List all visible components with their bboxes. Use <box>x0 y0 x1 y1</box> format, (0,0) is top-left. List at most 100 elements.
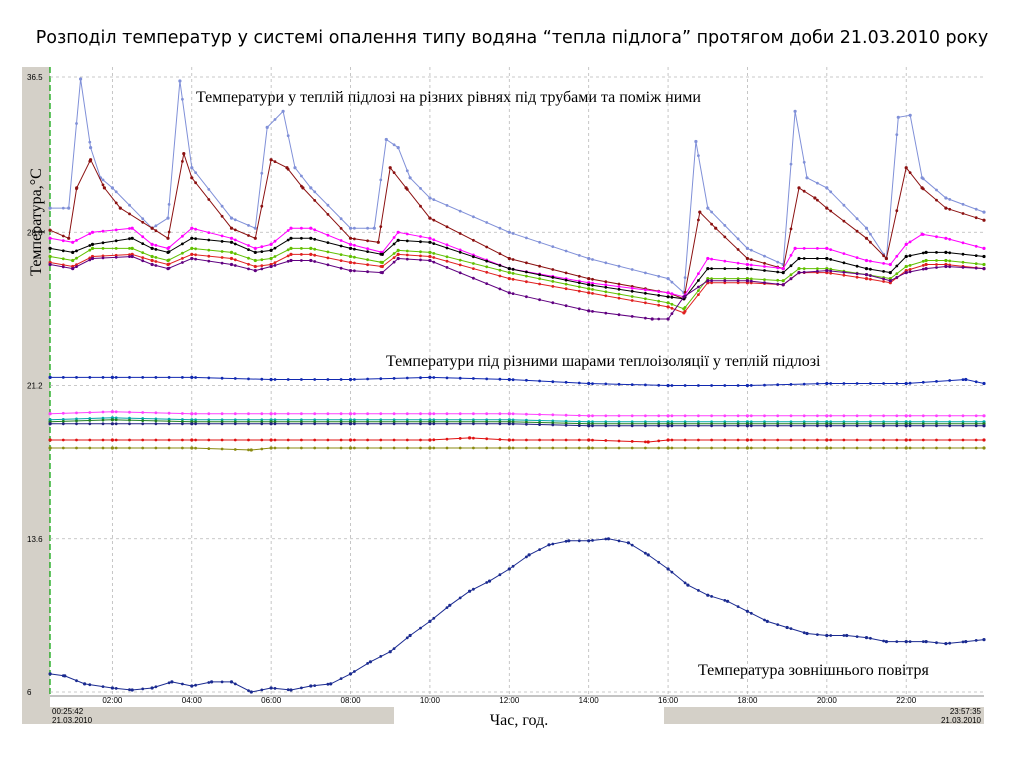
series-point <box>816 420 819 424</box>
series-point <box>644 422 647 426</box>
series-point <box>829 634 833 637</box>
series-point <box>273 246 277 250</box>
series-point <box>829 424 833 428</box>
series-point <box>458 420 462 424</box>
series-point <box>564 287 568 291</box>
series-point <box>379 178 383 182</box>
series-point <box>551 542 555 546</box>
series-point <box>154 256 158 259</box>
series-point <box>233 218 237 222</box>
series-point <box>511 378 515 382</box>
series-point <box>392 242 396 246</box>
series-vertex <box>924 262 928 267</box>
series-point <box>498 377 502 381</box>
series-point <box>710 595 713 598</box>
series-point <box>802 270 806 274</box>
series-vertex <box>67 236 71 240</box>
series-point <box>908 420 912 424</box>
series-vertex <box>118 206 122 210</box>
series-vertex <box>190 166 194 170</box>
series-point <box>948 198 952 201</box>
series-vertex <box>587 424 591 428</box>
series-point <box>816 382 819 386</box>
series-vertex <box>253 264 257 269</box>
series-vertex <box>269 248 273 252</box>
series-point <box>551 421 555 425</box>
x-tick-label: 18:00 <box>737 696 758 705</box>
series-point <box>61 239 65 243</box>
series-point <box>353 261 356 265</box>
series-point <box>577 281 581 285</box>
series-vertex <box>666 414 670 418</box>
series-vertex <box>130 236 134 240</box>
series-point <box>736 422 740 426</box>
series-point <box>101 247 105 250</box>
series-vertex <box>309 236 313 240</box>
series-vertex <box>666 295 670 299</box>
series-point <box>194 171 198 175</box>
series-point <box>591 382 594 385</box>
series-point <box>697 414 700 418</box>
series-vertex <box>706 256 710 261</box>
series-point <box>961 424 965 428</box>
series-vertex <box>587 277 591 281</box>
series-point <box>657 560 661 564</box>
series-point <box>353 226 356 230</box>
series-point <box>736 237 740 241</box>
series-vertex <box>190 438 194 442</box>
series-vertex <box>864 273 869 277</box>
series-point <box>921 380 925 384</box>
series-point <box>816 247 819 250</box>
series-vertex <box>904 381 908 386</box>
series-point <box>114 687 118 690</box>
series-point <box>670 570 674 574</box>
series-point <box>961 422 965 426</box>
series-vertex <box>150 686 154 690</box>
series-point <box>829 414 833 418</box>
series-point <box>604 311 608 315</box>
series-vertex <box>368 660 372 664</box>
series-point <box>591 310 594 313</box>
series-point <box>538 277 541 281</box>
series-point <box>353 378 356 381</box>
series-point <box>842 219 846 223</box>
series-point <box>564 282 568 286</box>
series-vertex <box>253 246 257 250</box>
series-vertex <box>110 446 114 450</box>
series-vertex <box>864 236 869 240</box>
series-point <box>114 416 118 420</box>
series-vertex <box>982 638 986 642</box>
series-point <box>683 438 687 442</box>
series-vertex <box>468 589 472 593</box>
series-point <box>538 446 541 450</box>
series-point <box>485 245 489 249</box>
series-point <box>829 269 833 273</box>
series-point <box>353 247 356 251</box>
series-point <box>286 229 290 232</box>
series-point <box>405 232 409 236</box>
series-point <box>326 446 330 450</box>
series-point <box>948 420 952 424</box>
x-tick-label: 02:00 <box>102 696 123 705</box>
series-point <box>88 417 92 420</box>
series-point <box>617 424 621 428</box>
series-vertex <box>904 446 908 450</box>
series-point <box>551 423 555 427</box>
series-point <box>353 237 356 241</box>
series-point <box>472 446 475 450</box>
series-point <box>392 412 396 416</box>
series-point <box>935 263 938 266</box>
series-point <box>419 420 422 424</box>
series-point <box>432 446 436 450</box>
series-point <box>961 446 965 450</box>
series-vertex <box>904 242 908 246</box>
series-point <box>591 288 594 291</box>
series-vertex <box>428 254 432 259</box>
series-point <box>273 438 277 442</box>
series-point <box>194 253 198 257</box>
series-point <box>908 264 912 267</box>
series-point <box>339 266 343 270</box>
series-point <box>895 422 899 426</box>
series-vertex <box>309 252 313 256</box>
series-point <box>882 438 885 442</box>
